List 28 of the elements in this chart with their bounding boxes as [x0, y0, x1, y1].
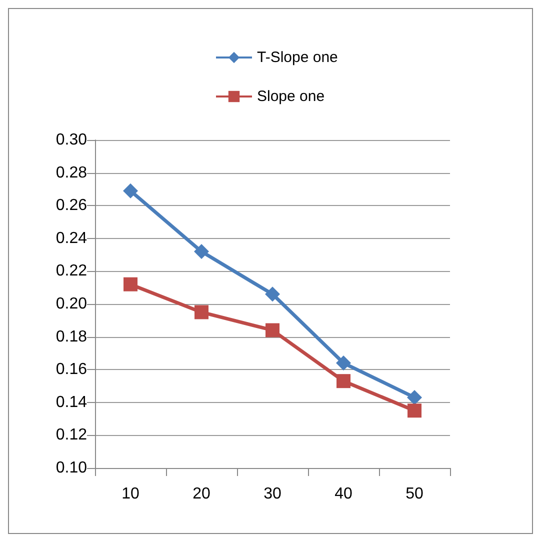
x-tick-label: 10 [122, 486, 140, 502]
y-tick-label: 0.24 [56, 230, 88, 247]
x-tick-label: 30 [264, 486, 282, 502]
y-tick-label: 0.16 [56, 361, 88, 378]
point [265, 286, 280, 302]
legend-label: T-Slope one [257, 49, 338, 66]
y-tick-label: 0.18 [56, 328, 88, 346]
point [124, 277, 138, 292]
point [336, 374, 350, 388]
point [266, 323, 280, 338]
x-tick-label: 20 [192, 486, 210, 502]
point [336, 356, 351, 371]
point [123, 183, 138, 198]
y-tick-label: 0.20 [56, 296, 88, 312]
point [194, 305, 208, 320]
point [408, 404, 422, 418]
point [407, 390, 422, 405]
y-tick-label: 0.10 [56, 460, 88, 476]
y-tick-label: 0.28 [56, 164, 88, 182]
legend-label: Slope one [257, 88, 325, 105]
y-tick-label: 0.22 [56, 262, 88, 280]
point [194, 244, 209, 260]
y-tick-label: 0.14 [56, 394, 88, 411]
x-tick-label: 40 [334, 486, 352, 502]
y-tick-label: 0.12 [56, 426, 88, 444]
y-tick-label: 0.30 [56, 132, 88, 148]
y-tick-label: 0.26 [56, 197, 88, 214]
x-tick-label: 50 [406, 486, 424, 502]
